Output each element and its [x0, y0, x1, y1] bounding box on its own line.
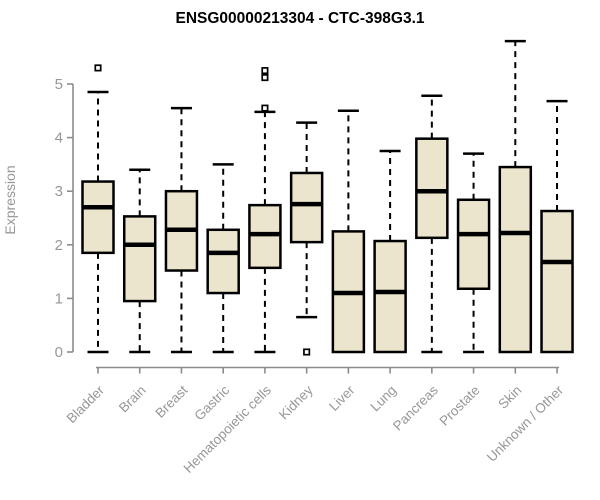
outlier-point — [261, 104, 269, 112]
y-tick-label: 3 — [55, 183, 63, 200]
box — [540, 209, 574, 354]
category-label: Brain — [116, 383, 149, 416]
y-axis-label: Expression — [2, 165, 18, 234]
y-tick-label: 2 — [55, 237, 63, 254]
category-label: Bladder — [64, 382, 108, 426]
box — [456, 198, 491, 291]
y-tick-label: 4 — [55, 130, 63, 147]
category-label: Lung — [367, 383, 399, 415]
y-tick-label: 1 — [55, 290, 63, 307]
box — [248, 203, 282, 270]
box — [289, 171, 324, 244]
category-label: Pancreas — [390, 382, 441, 433]
category-label: Gastric — [191, 382, 232, 423]
box — [498, 165, 533, 354]
category-label: Skin — [495, 383, 524, 412]
category-label: Kidney — [276, 382, 316, 422]
outlier-point — [303, 348, 311, 356]
category-label: Liver — [326, 382, 358, 414]
outlier-point — [261, 74, 269, 82]
y-tick-label: 5 — [55, 76, 63, 93]
box — [373, 239, 407, 354]
chart-title: ENSG00000213304 - CTC-398G3.1 — [175, 10, 424, 27]
category-label: Prostate — [437, 383, 483, 429]
category-label: Unknown / Other — [484, 382, 567, 465]
outlier-point — [261, 67, 269, 75]
box — [415, 137, 449, 240]
outlier-point — [94, 64, 102, 72]
category-label: Breast — [152, 382, 190, 420]
y-tick-label: 0 — [55, 344, 63, 361]
box — [81, 180, 115, 255]
box — [206, 228, 240, 295]
box — [122, 215, 157, 303]
